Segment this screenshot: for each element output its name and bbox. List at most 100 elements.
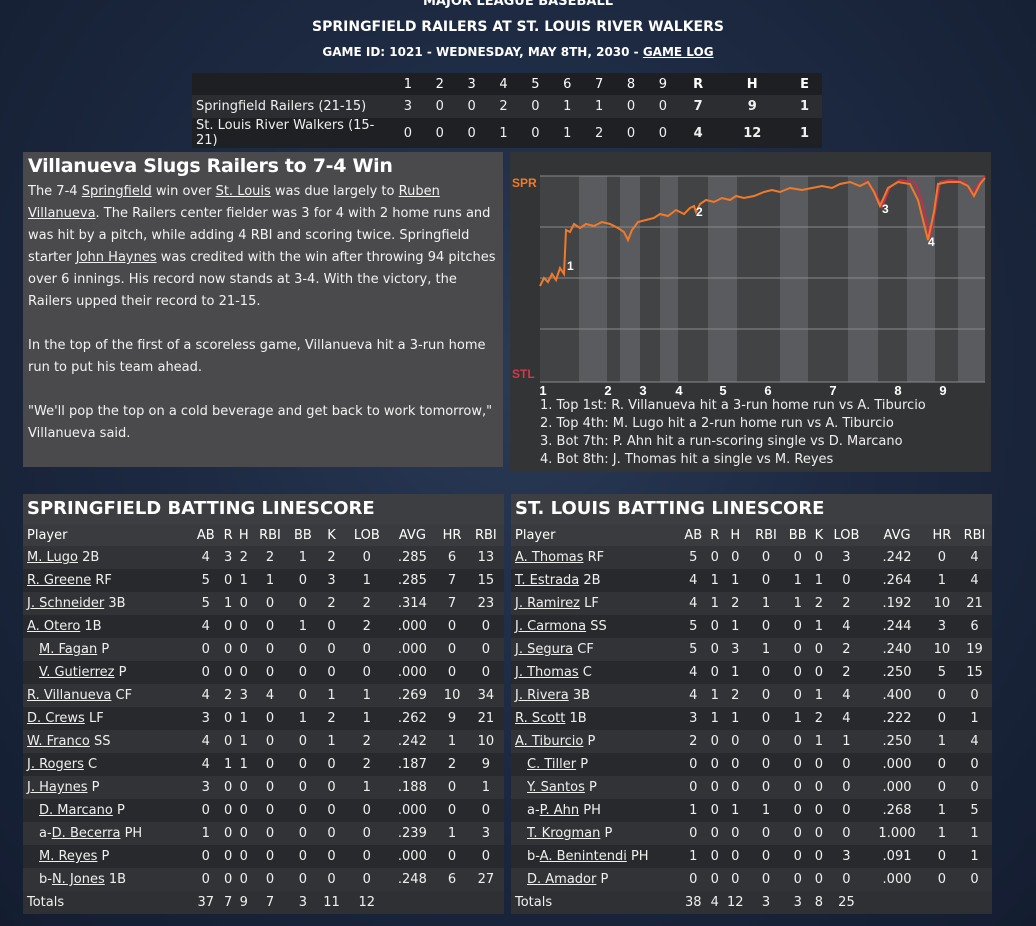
stat-cell: 1 <box>288 546 318 569</box>
batter-name-link[interactable]: A. Otero <box>27 619 81 634</box>
stat-cell: 19 <box>956 638 992 661</box>
batter-name-link[interactable]: D. Becerra <box>51 826 121 841</box>
stat-cell: 0 <box>926 753 957 776</box>
key-event: 3. Bot 7th: P. Ahn hit a run-scoring sin… <box>540 434 903 449</box>
batter-name-link[interactable]: C. Tiller <box>527 757 577 772</box>
stat-cell: 2 <box>345 753 389 776</box>
batter-cell: D. Marcano P <box>23 799 191 822</box>
stat-cell: 9 <box>235 891 252 914</box>
linescore-cell: 0 <box>423 118 456 148</box>
column-header: AVG <box>388 525 437 546</box>
batter-name-link[interactable]: J. Rogers <box>27 757 84 772</box>
stat-cell: 2 <box>220 684 236 707</box>
stat-cell: 0 <box>783 546 813 569</box>
batter-cell: A. Thomas RF <box>511 546 679 569</box>
batter-position: P <box>583 734 596 749</box>
stat-cell: 0 <box>467 615 504 638</box>
batter-name-link[interactable]: D. Amador <box>527 872 597 887</box>
stat-cell: 1 <box>926 822 957 845</box>
story-link[interactable]: Springfield <box>81 184 152 199</box>
story-link[interactable]: St. Louis <box>215 184 271 199</box>
batter-name-link[interactable]: D. Marcano <box>39 803 113 818</box>
batter-name-link[interactable]: M. Lugo <box>27 550 78 565</box>
team-header <box>192 73 392 95</box>
batter-row: R. Villanueva CF 4 2 3 4 0 1 1.269 10 34 <box>23 684 504 707</box>
batter-position: SS <box>89 734 111 749</box>
batter-name-link[interactable]: J. Thomas <box>515 665 579 680</box>
batter-name-link[interactable]: R. Villanueva <box>27 688 112 703</box>
column-header: LOB <box>345 525 389 546</box>
batter-name-link[interactable]: A. Thomas <box>515 550 584 565</box>
batter-name-link[interactable]: J. Schneider <box>27 596 105 611</box>
stat-cell: 21 <box>467 707 504 730</box>
event-marker: 4 <box>928 235 935 249</box>
team-name: St. Louis River Walkers (15-21) <box>192 118 392 148</box>
stat-cell: 0 <box>220 845 236 868</box>
story-link[interactable]: Ruben Villanueva <box>28 184 440 221</box>
stat-cell: 0 <box>679 753 708 776</box>
totals-row: Totals 37 7 9 7 3 11 12 <box>23 891 504 914</box>
batter-name-link[interactable]: A. Benintendi <box>539 849 627 864</box>
stat-cell: 2 <box>235 546 252 569</box>
stat-cell: 2 <box>345 592 389 615</box>
batter-name-link[interactable]: D. Crews <box>27 711 85 726</box>
stat-cell: .000 <box>388 638 437 661</box>
stat-cell: 4 <box>191 753 221 776</box>
stat-cell: 1 <box>345 569 389 592</box>
batter-name-link[interactable]: N. Jones <box>51 872 105 887</box>
batter-cell: J. Rivera 3B <box>511 684 679 707</box>
stat-cell: 0 <box>707 546 723 569</box>
batter-name-link[interactable]: V. Gutierrez <box>39 665 115 680</box>
stat-cell: .192 <box>867 592 927 615</box>
stat-cell: 4 <box>825 615 868 638</box>
batter-name-link[interactable]: R. Greene <box>27 573 92 588</box>
stat-cell: 4 <box>825 707 868 730</box>
column-header: RBI <box>748 525 784 546</box>
linescore-cell: 0 <box>519 118 552 148</box>
batter-name-link[interactable]: J. Segura <box>515 642 574 657</box>
batter-cell: A. Tiburcio P <box>511 730 679 753</box>
batter-position: CF <box>111 688 133 703</box>
inning-label: 9 <box>939 383 946 397</box>
stat-cell: 0 <box>707 753 723 776</box>
inning-header: 7 <box>583 73 616 95</box>
batter-name-link[interactable]: T. Krogman <box>527 826 601 841</box>
stat-cell: 3 <box>191 776 221 799</box>
linescore-row: St. Louis River Walkers (15-21) 0 0 0 1 0 1 2 0 0… <box>192 118 822 148</box>
batter-row: J. Segura CF 5 0 3 1 0 0 2.240 10 19 <box>511 638 992 661</box>
batter-name-link[interactable]: A. Tiburcio <box>515 734 584 749</box>
story-text: win over <box>151 184 216 199</box>
batter-name-link[interactable]: M. Fagan <box>39 642 98 657</box>
stat-cell: 0 <box>926 546 957 569</box>
batter-name-link[interactable]: M. Reyes <box>39 849 98 864</box>
batter-cell: J. Rogers C <box>23 753 191 776</box>
stat-cell: .000 <box>388 799 437 822</box>
game-log-link[interactable]: GAME LOG <box>642 45 714 59</box>
stat-cell: 1 <box>722 661 749 684</box>
batter-row: T. Estrada 2B 4 1 1 0 1 1 0.264 1 4 <box>511 569 992 592</box>
batter-name-link[interactable]: W. Franco <box>27 734 90 749</box>
batter-name-link[interactable]: J. Rivera <box>515 688 569 703</box>
batter-name-link[interactable]: P. Ahn <box>539 803 580 818</box>
story-link[interactable]: John Haynes <box>75 250 157 265</box>
batter-name-link[interactable]: J. Carmona <box>515 619 587 634</box>
stat-cell: 3 <box>825 546 868 569</box>
stat-cell: 1 <box>679 799 708 822</box>
batter-name-link[interactable]: Y. Santos <box>527 780 585 795</box>
stat-cell: 0 <box>926 845 957 868</box>
stat-cell: 0 <box>707 776 723 799</box>
batter-cell: J. Segura CF <box>511 638 679 661</box>
linescore-cell: 0 <box>392 118 424 148</box>
batter-name-link[interactable]: R. Scott <box>515 711 566 726</box>
linescore-row: Springfield Railers (21-15) 3 0 0 2 0 1 1 0 0 7 9 1 <box>192 95 822 118</box>
batter-name-link[interactable]: J. Ramirez <box>515 596 580 611</box>
batter-position: 1B <box>104 872 127 887</box>
batter-name-link[interactable]: J. Haynes <box>27 780 88 795</box>
batter-prefix: a- <box>527 803 540 818</box>
stat-cell: 0 <box>220 661 236 684</box>
stat-cell: .222 <box>867 707 927 730</box>
stat-cell: 3 <box>926 615 957 638</box>
batter-name-link[interactable]: T. Estrada <box>515 573 580 588</box>
stat-cell: 0 <box>748 822 784 845</box>
